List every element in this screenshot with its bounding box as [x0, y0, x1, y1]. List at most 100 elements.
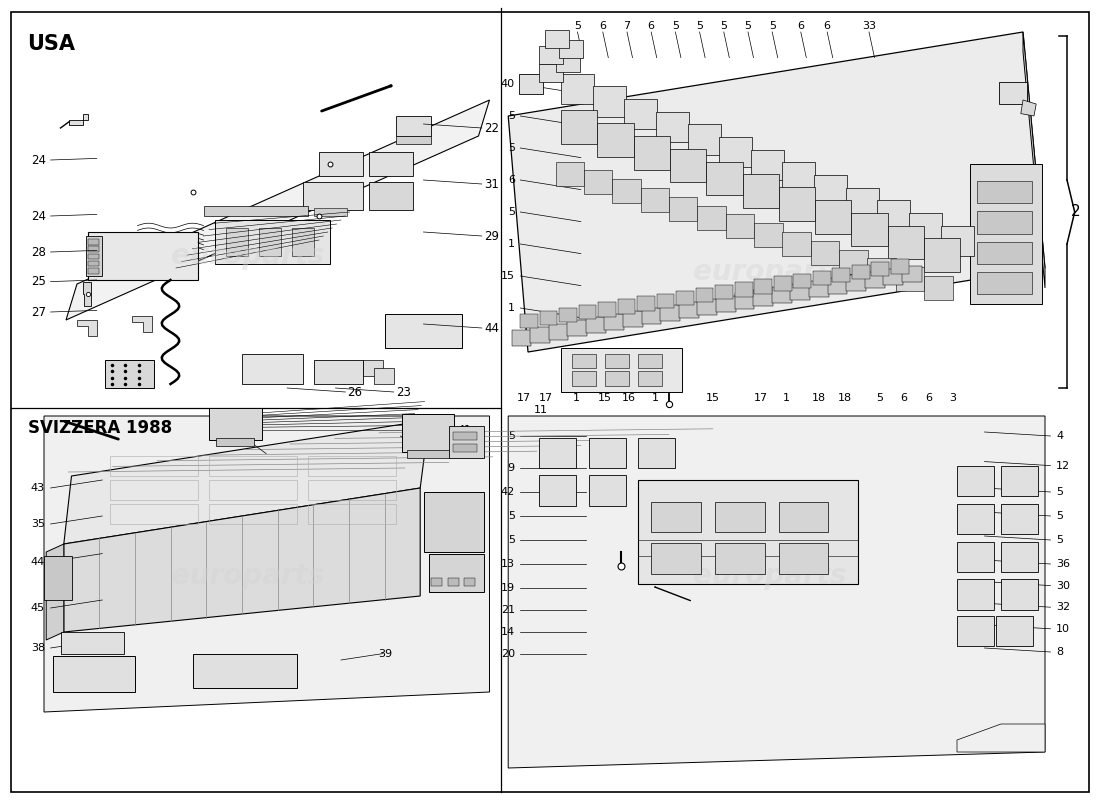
Bar — [559, 308, 576, 322]
Bar — [368, 152, 412, 176]
Bar — [424, 492, 484, 552]
Bar — [368, 182, 412, 210]
Polygon shape — [69, 114, 88, 125]
Text: 4: 4 — [1056, 431, 1063, 441]
Bar — [651, 543, 701, 574]
Text: 5: 5 — [508, 511, 515, 521]
Bar — [779, 187, 815, 221]
Bar — [793, 274, 811, 288]
Bar — [209, 504, 297, 524]
Bar — [209, 408, 262, 440]
Bar — [970, 164, 1042, 304]
Text: 5: 5 — [1056, 511, 1063, 521]
Polygon shape — [82, 282, 91, 306]
Bar — [895, 267, 924, 291]
Bar — [688, 124, 720, 154]
Bar — [431, 578, 442, 586]
Bar — [957, 466, 994, 496]
Bar — [883, 269, 903, 285]
Bar — [815, 200, 851, 234]
Bar — [1001, 466, 1038, 496]
Bar — [696, 288, 714, 302]
Bar — [520, 314, 538, 328]
Text: 44: 44 — [484, 322, 499, 334]
Bar — [110, 504, 198, 524]
Bar — [891, 259, 909, 274]
Bar — [613, 179, 641, 203]
Bar — [530, 326, 550, 342]
Bar — [839, 250, 868, 274]
Text: 1: 1 — [783, 393, 790, 402]
Bar — [579, 305, 596, 319]
Polygon shape — [132, 316, 152, 332]
Polygon shape — [64, 420, 429, 544]
Text: 43: 43 — [31, 483, 45, 493]
Text: 33: 33 — [862, 21, 876, 30]
Text: 1: 1 — [508, 239, 515, 249]
Polygon shape — [508, 416, 1045, 768]
Bar — [539, 46, 563, 64]
Bar — [706, 162, 743, 195]
Bar — [302, 182, 363, 210]
Text: 5: 5 — [720, 21, 727, 30]
Bar — [808, 281, 828, 297]
Bar — [572, 354, 596, 368]
Bar — [638, 354, 662, 368]
Bar — [464, 578, 475, 586]
Bar — [638, 438, 675, 468]
Text: 19: 19 — [500, 583, 515, 593]
Bar — [641, 308, 661, 324]
Bar — [697, 299, 717, 315]
Bar — [924, 276, 953, 300]
Bar — [977, 211, 1032, 234]
Text: 6: 6 — [824, 21, 830, 30]
Text: 8: 8 — [1056, 647, 1063, 657]
Bar — [623, 311, 642, 327]
Bar — [561, 348, 682, 392]
Bar — [226, 228, 248, 256]
Text: 18: 18 — [812, 393, 825, 402]
Text: 11: 11 — [535, 405, 548, 414]
Bar — [561, 110, 597, 144]
Text: 40: 40 — [500, 79, 515, 89]
Bar — [556, 162, 584, 186]
Bar — [719, 137, 752, 167]
Bar — [1001, 542, 1038, 572]
Bar — [544, 30, 569, 48]
Text: 9: 9 — [508, 463, 515, 473]
Text: 5: 5 — [769, 21, 776, 30]
Text: 28: 28 — [31, 246, 46, 258]
Bar — [715, 285, 733, 299]
Bar — [88, 246, 99, 252]
Text: 5: 5 — [877, 393, 883, 402]
Text: 45: 45 — [31, 603, 45, 613]
Bar — [638, 371, 662, 386]
Bar — [1001, 579, 1038, 610]
Polygon shape — [374, 368, 394, 384]
Bar — [888, 226, 924, 259]
Bar — [670, 149, 706, 182]
Bar — [679, 302, 699, 318]
Bar — [735, 282, 752, 297]
Bar — [453, 444, 477, 452]
Bar — [779, 543, 828, 574]
Bar — [779, 502, 828, 532]
Text: 6: 6 — [901, 393, 908, 402]
Bar — [588, 475, 626, 506]
Bar — [216, 438, 254, 446]
Bar — [676, 290, 694, 305]
Text: 5: 5 — [508, 431, 515, 441]
Bar — [539, 64, 563, 82]
Bar — [512, 330, 531, 346]
Bar — [314, 360, 363, 384]
Bar — [755, 279, 772, 294]
Bar — [519, 74, 543, 94]
Text: 15: 15 — [706, 393, 719, 402]
Bar — [385, 314, 462, 348]
Text: 1: 1 — [573, 393, 580, 402]
Text: 13: 13 — [500, 559, 515, 569]
Bar — [209, 480, 297, 500]
Bar — [660, 306, 680, 322]
Bar — [308, 480, 396, 500]
Bar — [774, 276, 792, 290]
